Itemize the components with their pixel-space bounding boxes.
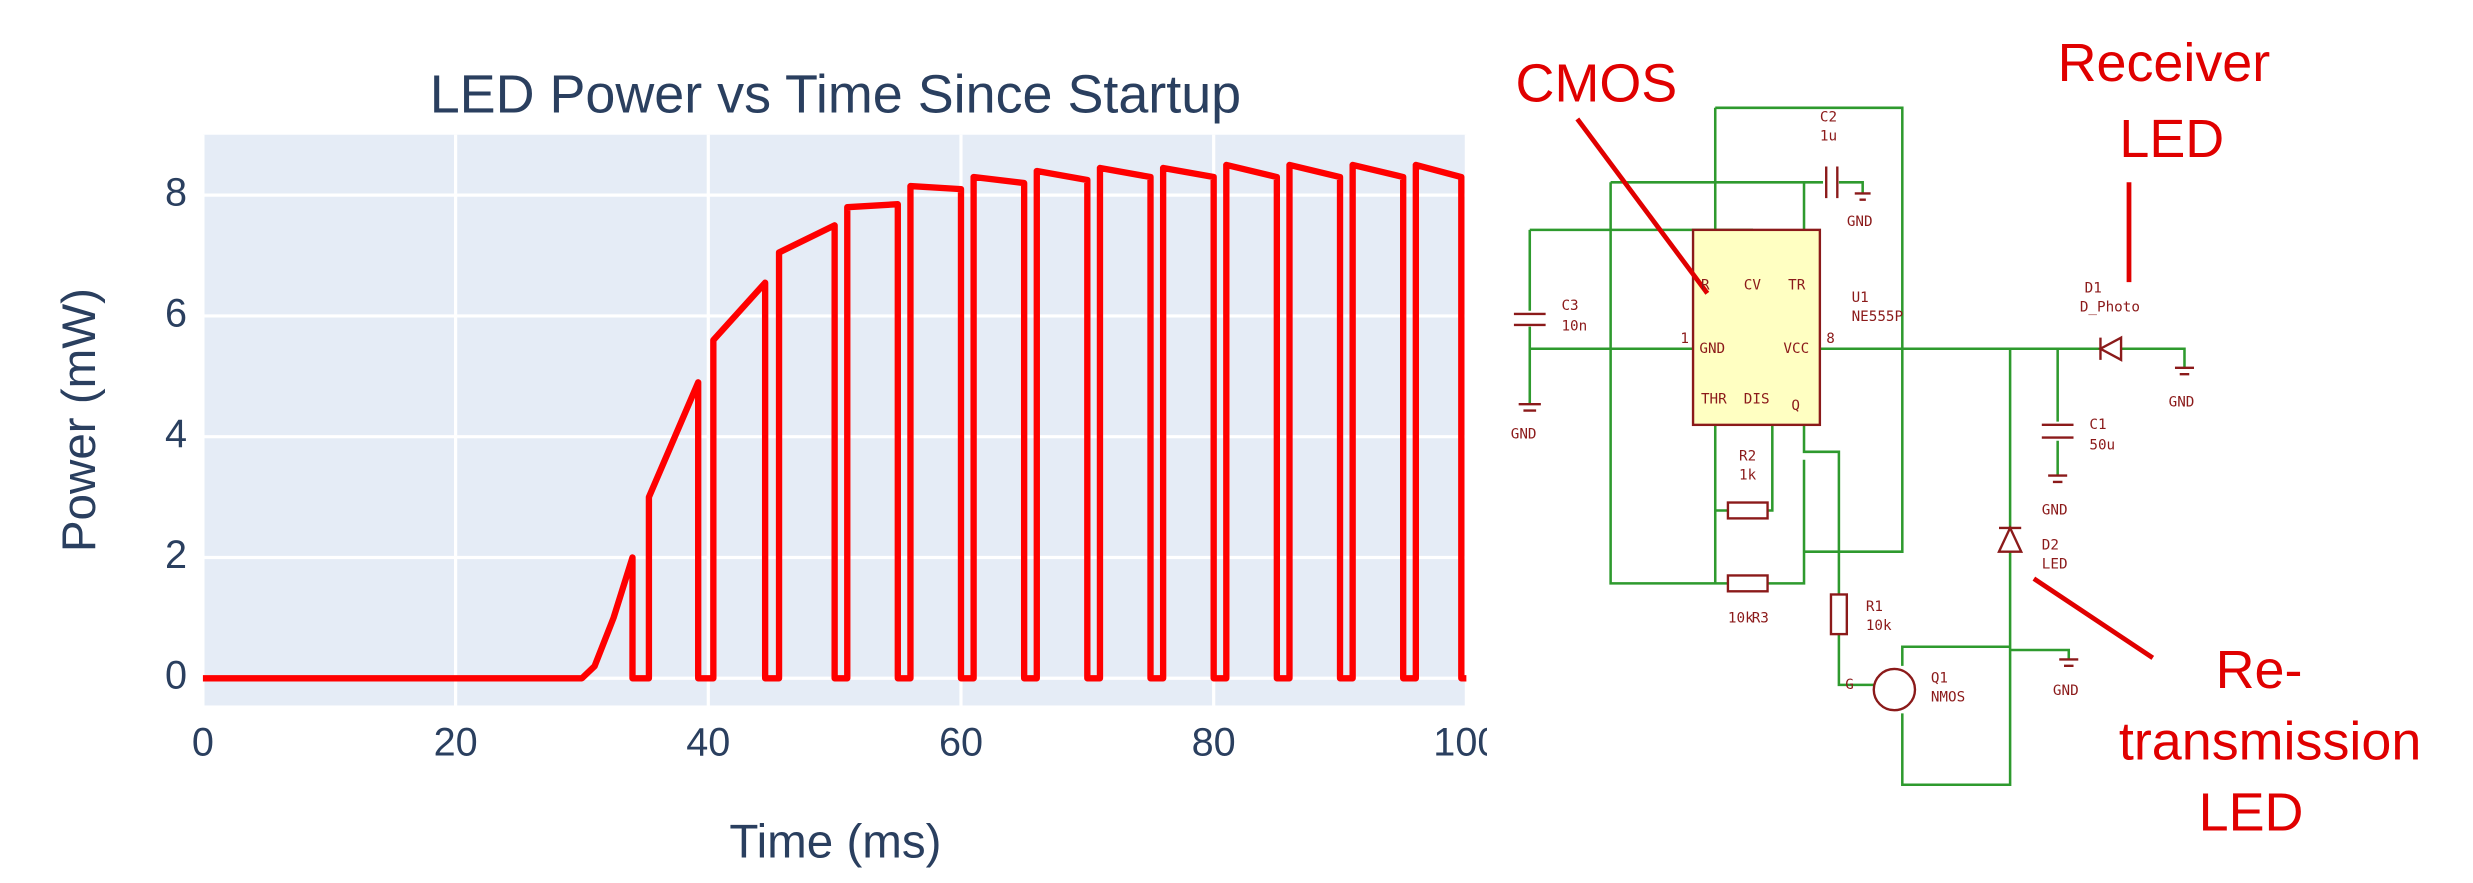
components — [1513, 166, 2194, 712]
label: 10k — [1728, 610, 1754, 626]
label: 1u — [1820, 128, 1837, 144]
label: R — [1701, 277, 1710, 293]
x-tick-label: 80 — [1192, 721, 1236, 765]
label: U1 — [1852, 290, 1869, 306]
y-tick-label: 4 — [165, 412, 187, 456]
y-tick-label: 6 — [165, 291, 187, 335]
label: LED — [2042, 556, 2068, 572]
label: VCC — [1783, 341, 1809, 357]
annotation: Re- — [2216, 640, 2303, 700]
label: GND — [2042, 502, 2068, 518]
x-axis-label: Time (ms) — [729, 816, 941, 869]
annotation: Receiver — [2058, 33, 2271, 93]
label: C2 — [1820, 109, 1837, 125]
label: DIS — [1744, 391, 1770, 407]
label: NE555P — [1852, 309, 1903, 325]
schematic: CMOS Receiver LED Re- transmission LED C… — [1486, 0, 2473, 883]
label: G — [1845, 677, 1854, 693]
label: D2 — [2042, 537, 2059, 553]
label: 10n — [1561, 319, 1587, 335]
label: R2 — [1739, 449, 1756, 465]
y-tick-label: 8 — [165, 171, 187, 215]
label: Q1 — [1931, 670, 1948, 686]
label: 1k — [1739, 468, 1757, 484]
label: Q — [1791, 398, 1800, 414]
x-tick-label: 60 — [939, 721, 983, 765]
ic-ne555 — [1691, 228, 1822, 427]
label: GND — [2053, 683, 2079, 699]
label: NMOS — [1931, 690, 1965, 706]
label: TR — [1788, 277, 1806, 293]
annotation: LED — [2199, 783, 2304, 843]
label: D_Photo — [2080, 300, 2140, 316]
label: CV — [1744, 277, 1762, 293]
annotation: transmission — [2119, 711, 2421, 771]
label: 8 — [1826, 331, 1835, 347]
label: R3 — [1752, 610, 1769, 626]
label: THR — [1701, 391, 1727, 407]
chart-title: LED Power vs Time Since Startup — [430, 65, 1241, 125]
label: 10k — [1866, 618, 1892, 634]
y-tick-label: 0 — [165, 654, 187, 698]
callout-lines — [1575, 117, 2155, 660]
label: R1 — [1866, 599, 1883, 615]
schematic-background — [1486, 0, 2473, 883]
label: GND — [1847, 214, 1873, 230]
annotation: LED — [2119, 109, 2224, 169]
label: GND — [1511, 426, 1537, 442]
y-tick-label: 2 — [165, 533, 187, 577]
label: C1 — [2089, 417, 2106, 433]
x-tick-label: 40 — [686, 721, 730, 765]
label: D1 — [2085, 281, 2102, 297]
label: 50u — [2089, 437, 2115, 453]
data-line — [202, 161, 1467, 682]
x-tick-label: 20 — [434, 721, 478, 765]
x-tick-label: 0 — [192, 721, 214, 765]
label: GND — [1699, 341, 1725, 357]
y-axis-label: Power (mW) — [53, 288, 106, 552]
annotation: CMOS — [1516, 53, 1678, 113]
label: 1 — [1680, 331, 1689, 347]
label: C3 — [1561, 298, 1578, 314]
component-labels: C2 1u GND U1 NE555P C3 10n GND GND VCC D… — [1511, 109, 2195, 705]
label: GND — [2169, 395, 2195, 411]
